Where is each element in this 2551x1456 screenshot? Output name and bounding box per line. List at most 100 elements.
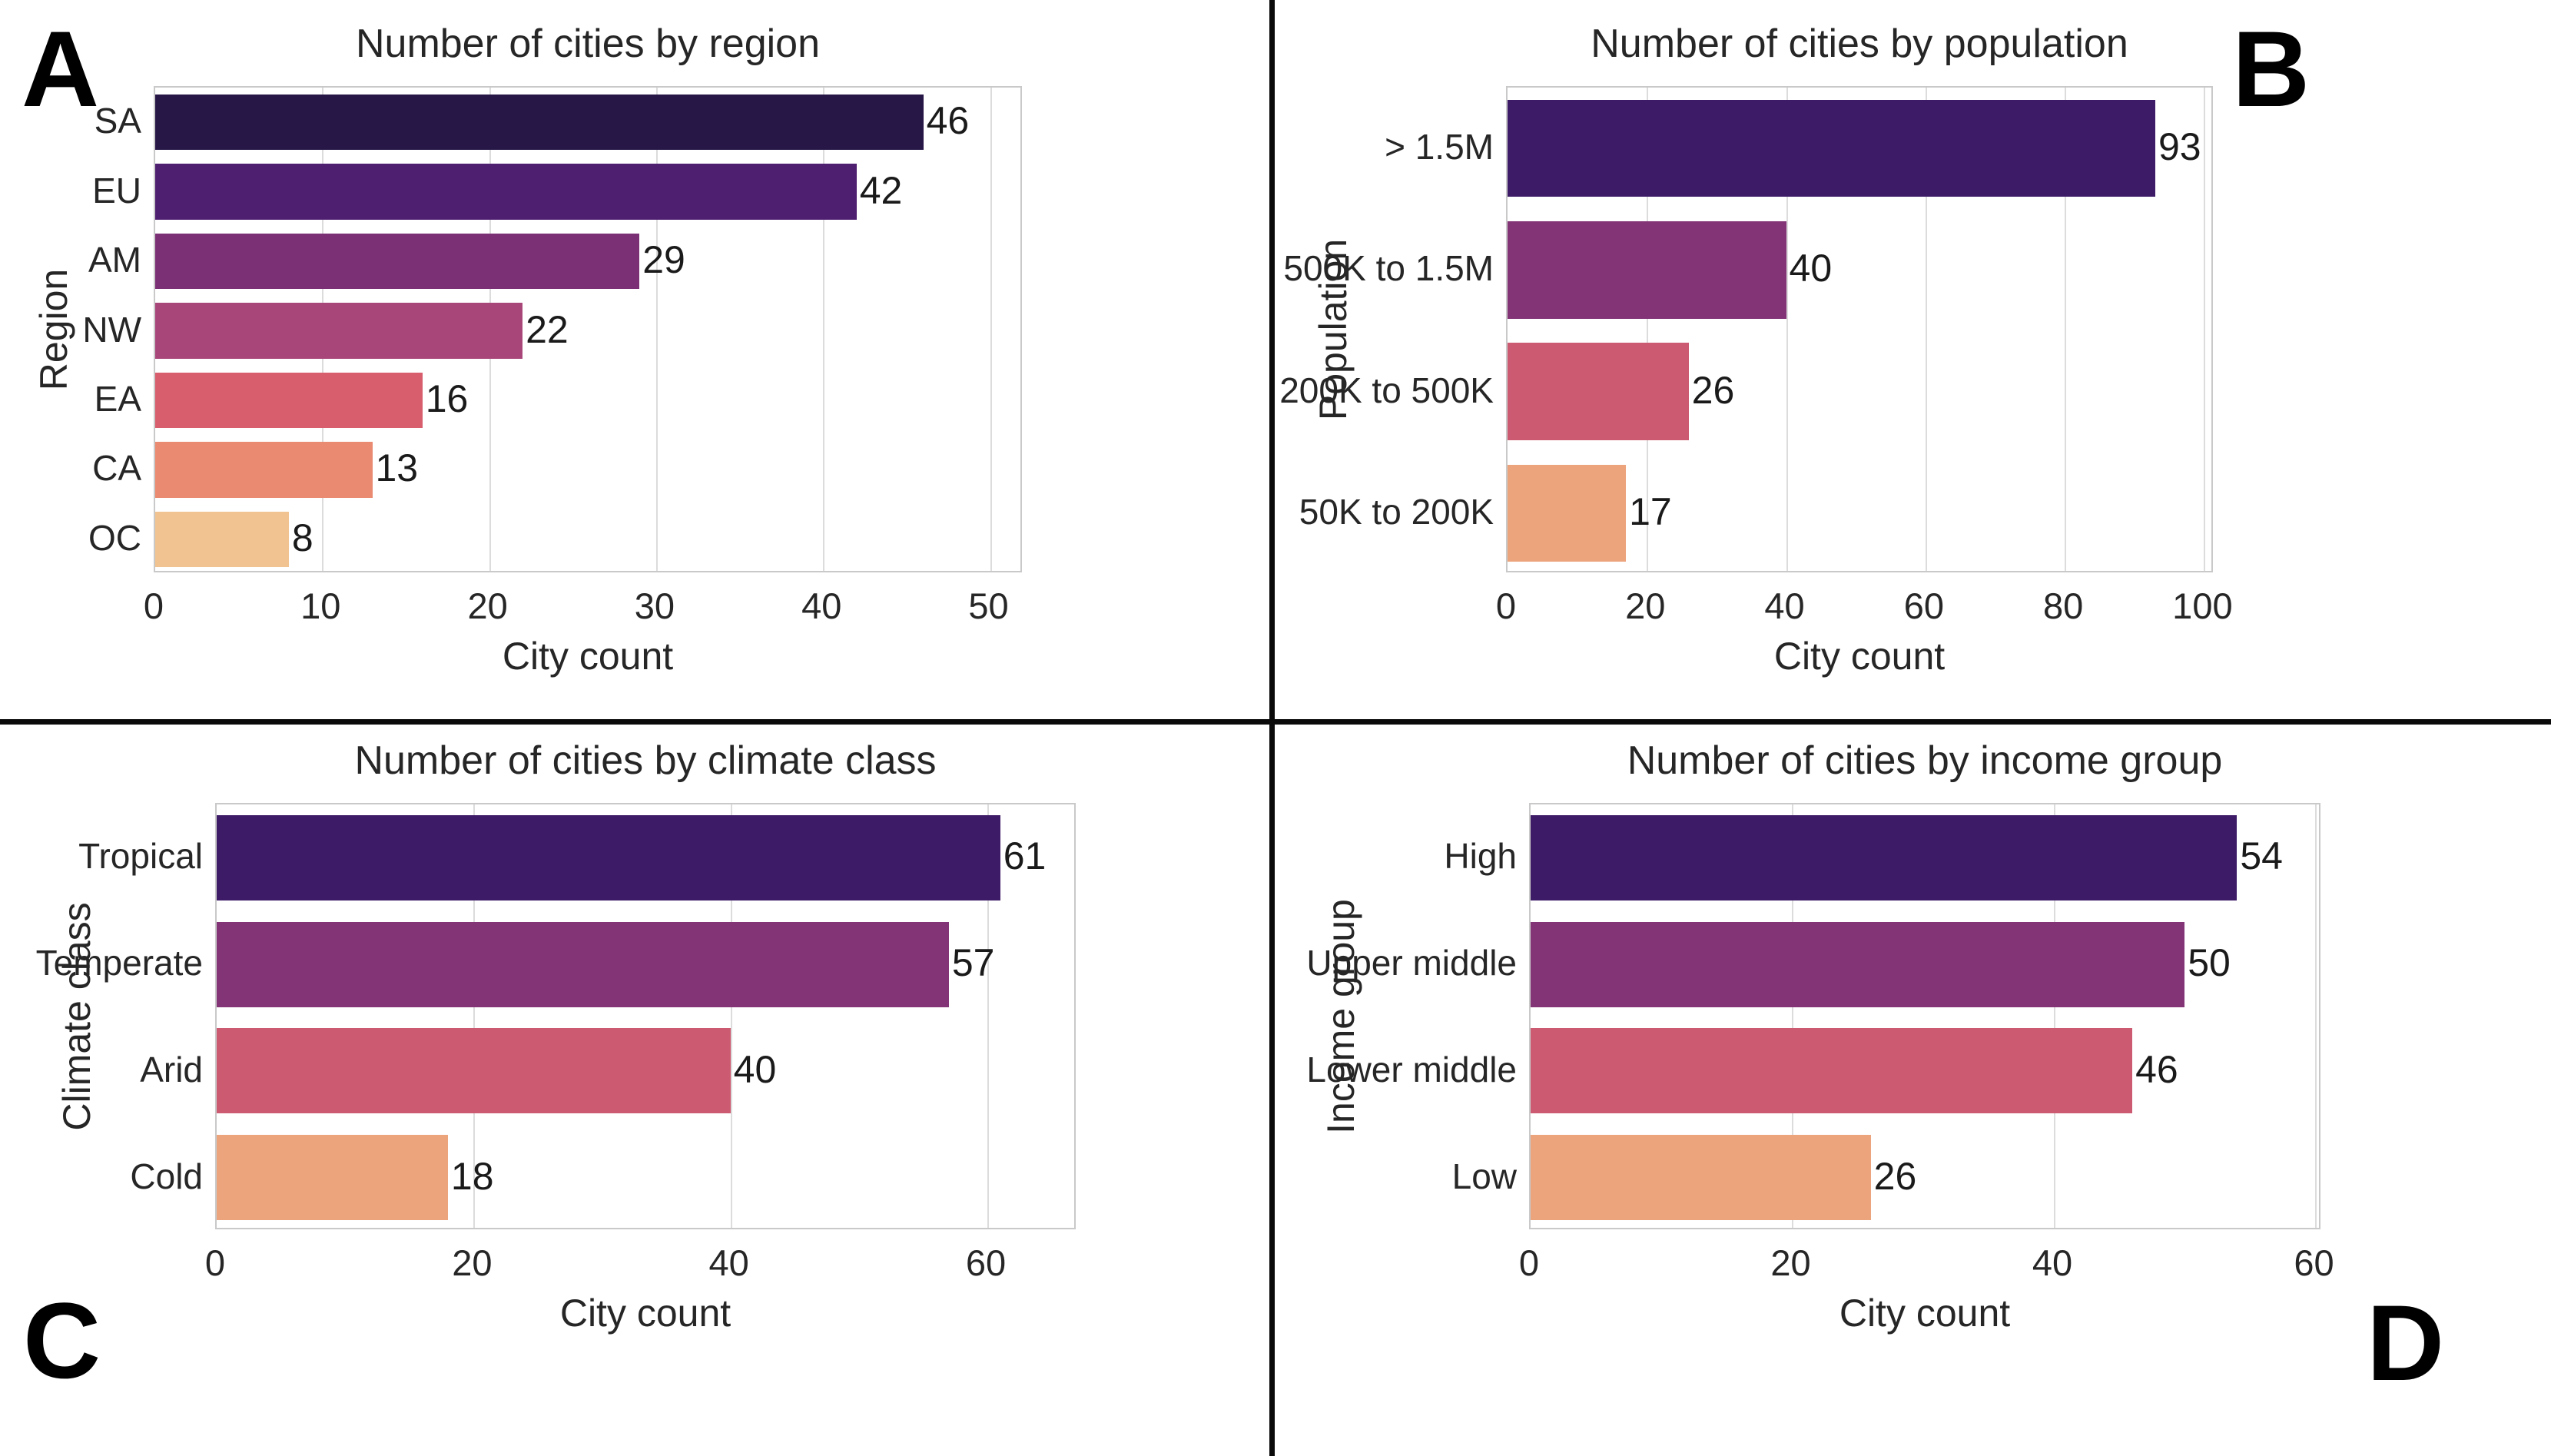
x-gridline (2204, 88, 2206, 571)
bar-value-label: 54 (2240, 834, 2283, 878)
x-gridline (730, 804, 732, 1228)
x-gridline (990, 88, 992, 571)
y-category-label: Low (1451, 1156, 1517, 1196)
panel-income: D Number of cities by income group Incom… (1276, 722, 2551, 1456)
y-category-label: > 1.5M (1385, 127, 1494, 167)
x-gridline (1786, 88, 1788, 571)
bar (1508, 221, 1786, 319)
panel-region: A Number of cities by region Region City… (0, 0, 1276, 722)
x-gridline (1925, 88, 1927, 571)
y-category-label: Arid (140, 1049, 203, 1090)
bar (217, 1135, 448, 1221)
bar-value-label: 17 (1629, 489, 1672, 533)
bar-value-label: 42 (859, 168, 903, 212)
plot-area (215, 803, 1076, 1229)
chart-title: Number of cities by population (1591, 22, 2128, 66)
y-category-label: 500K to 1.5M (1283, 248, 1494, 289)
bar (217, 1028, 731, 1114)
x-tick-label: 0 (1495, 585, 1517, 626)
bar-value-label: 13 (375, 446, 419, 490)
x-tick-label: 100 (2172, 585, 2233, 626)
bar-value-label: 8 (291, 516, 313, 559)
bar-value-label: 93 (2158, 125, 2201, 169)
y-category-label: EU (92, 170, 141, 211)
bar (155, 303, 523, 359)
bar-value-label: 57 (951, 941, 995, 985)
bar-value-label: 22 (526, 307, 569, 351)
y-category-label: AM (88, 240, 141, 280)
bar-value-label: 16 (425, 376, 469, 420)
x-axis-label: City count (559, 1292, 731, 1335)
bar-value-label: 18 (450, 1154, 494, 1198)
x-tick-label: 0 (143, 585, 164, 626)
plot-area (154, 86, 1022, 572)
y-category-label: Temperate (35, 943, 203, 983)
bar (1508, 99, 2155, 197)
x-gridline (2065, 88, 2067, 571)
bar (1508, 464, 1627, 562)
x-tick-label: 50 (968, 585, 1009, 626)
x-tick-label: 40 (1764, 585, 1805, 626)
x-gridline (2315, 804, 2317, 1228)
y-category-label: 50K to 200K (1299, 491, 1494, 532)
x-axis-label: City count (1773, 635, 1946, 678)
x-axis-label: City count (502, 635, 674, 678)
bar-value-label: 40 (1789, 247, 1833, 290)
x-tick-label: 0 (204, 1242, 226, 1283)
y-axis-label: Income group (1319, 898, 1362, 1134)
x-gridline (473, 804, 476, 1228)
y-category-label: Upper middle (1306, 943, 1517, 983)
bar-value-label: 46 (2135, 1047, 2178, 1091)
y-category-label: OC (88, 517, 141, 558)
x-gridline (655, 88, 658, 571)
x-gridline (2053, 804, 2055, 1228)
plot-area (1529, 803, 2320, 1229)
bar-value-label: 61 (1003, 834, 1047, 878)
y-axis-label: Climate class (55, 901, 98, 1131)
bar (155, 511, 289, 567)
bar (217, 921, 949, 1007)
x-tick-label: 30 (634, 585, 675, 626)
x-tick-label: 10 (300, 585, 341, 626)
bar-value-label: 26 (1873, 1154, 1917, 1198)
bar-value-label: 26 (1691, 368, 1735, 412)
y-category-label: Tropical (78, 836, 203, 877)
panel-letter-d: D (2367, 1282, 2444, 1403)
y-axis-label: Region (32, 268, 75, 390)
panel-population: B Number of cities by population Populat… (1276, 0, 2551, 722)
y-category-label: NW (82, 309, 141, 350)
bar-value-label: 50 (2188, 941, 2231, 985)
y-category-label: Lower middle (1306, 1049, 1517, 1090)
bar (155, 164, 857, 220)
x-axis-label: City count (1839, 1292, 2011, 1335)
bar (1531, 814, 2238, 900)
y-category-label: High (1444, 836, 1517, 877)
x-tick-label: 20 (452, 1242, 493, 1283)
x-tick-label: 20 (467, 585, 508, 626)
x-tick-label: 60 (1903, 585, 1944, 626)
panel-climate: C Number of cities by climate class Clim… (0, 722, 1276, 1456)
bar (1531, 1028, 2133, 1114)
x-tick-label: 40 (2032, 1242, 2073, 1283)
x-tick-label: 20 (1770, 1242, 1811, 1283)
x-gridline (987, 804, 989, 1228)
bar (217, 814, 1000, 900)
bar (155, 95, 924, 151)
chart-title: Number of cities by climate class (354, 738, 937, 783)
y-category-label: EA (94, 378, 141, 419)
plot-area (1506, 86, 2213, 572)
x-tick-label: 40 (708, 1242, 749, 1283)
x-tick-label: 80 (2042, 585, 2084, 626)
bar (155, 372, 423, 429)
x-gridline (1792, 804, 1794, 1228)
x-tick-label: 0 (1518, 1242, 1540, 1283)
bar (1531, 921, 2185, 1007)
y-category-label: 200K to 500K (1279, 370, 1494, 410)
bar (1508, 343, 1689, 440)
x-tick-label: 60 (965, 1242, 1007, 1283)
x-gridline (823, 88, 825, 571)
divider-horizontal (0, 719, 2551, 725)
chart-title: Number of cities by region (355, 22, 821, 66)
y-category-label: Cold (130, 1156, 203, 1196)
